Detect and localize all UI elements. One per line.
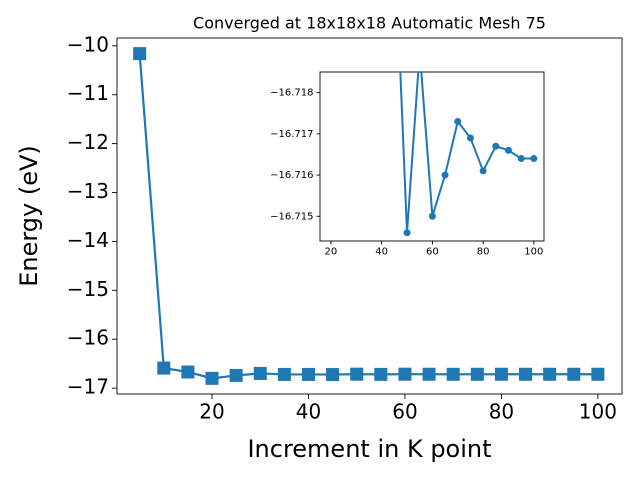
marker: [441, 171, 449, 179]
x-tick-label: 40: [296, 400, 321, 424]
y-tick-label: −11: [67, 81, 109, 105]
marker: [422, 367, 436, 381]
y-axis-label: Energy (eV): [15, 145, 43, 287]
marker: [205, 371, 219, 385]
marker: [398, 367, 412, 381]
marker: [454, 117, 462, 125]
x-tick-label: 100: [579, 400, 617, 424]
y-tick-label: −10: [67, 32, 109, 56]
marker: [504, 146, 512, 154]
marker: [479, 167, 487, 175]
marker: [470, 367, 484, 381]
marker: [277, 367, 291, 381]
y-tick-label: −17: [67, 375, 109, 399]
marker: [181, 365, 195, 379]
marker: [253, 366, 267, 380]
marker: [229, 368, 243, 382]
y-tick-label: −15: [67, 277, 109, 301]
marker: [567, 367, 581, 381]
chart-title: Converged at 18x18x18 Automatic Mesh 75: [193, 14, 546, 33]
marker: [492, 142, 500, 150]
marker: [517, 155, 525, 163]
x-tick-label: 20: [325, 247, 338, 258]
marker: [374, 367, 388, 381]
x-tick-label: 60: [392, 400, 417, 424]
marker: [494, 367, 508, 381]
plot-clip: [133, 47, 605, 385]
marker: [428, 212, 436, 220]
marker: [543, 367, 557, 381]
plot-clip: [399, 72, 538, 237]
marker: [466, 134, 474, 142]
x-tick-label: 100: [524, 247, 543, 258]
y-tick-label: −16: [67, 326, 109, 350]
y-tick-label: −16.717: [270, 129, 313, 140]
marker: [403, 229, 411, 237]
marker: [326, 368, 340, 382]
x-tick-label: 40: [375, 247, 388, 258]
x-axis-label: Increment in K point: [247, 435, 491, 463]
marker: [157, 361, 171, 375]
marker: [301, 367, 315, 381]
x-tick-label: 80: [477, 247, 490, 258]
y-tick-label: −16.718: [270, 88, 313, 99]
marker: [133, 47, 147, 61]
x-tick-label: 20: [199, 400, 224, 424]
marker: [530, 155, 538, 163]
y-tick-label: −16.715: [270, 211, 313, 222]
x-tick-label: 80: [489, 400, 514, 424]
y-tick-label: −16.716: [270, 170, 313, 181]
marker: [446, 367, 460, 381]
x-tick-label: 60: [426, 247, 439, 258]
y-tick-label: −14: [67, 228, 109, 252]
y-tick-label: −13: [67, 179, 109, 203]
y-tick-label: −12: [67, 130, 109, 154]
marker: [591, 367, 605, 381]
marker: [350, 367, 364, 381]
marker: [519, 367, 533, 381]
